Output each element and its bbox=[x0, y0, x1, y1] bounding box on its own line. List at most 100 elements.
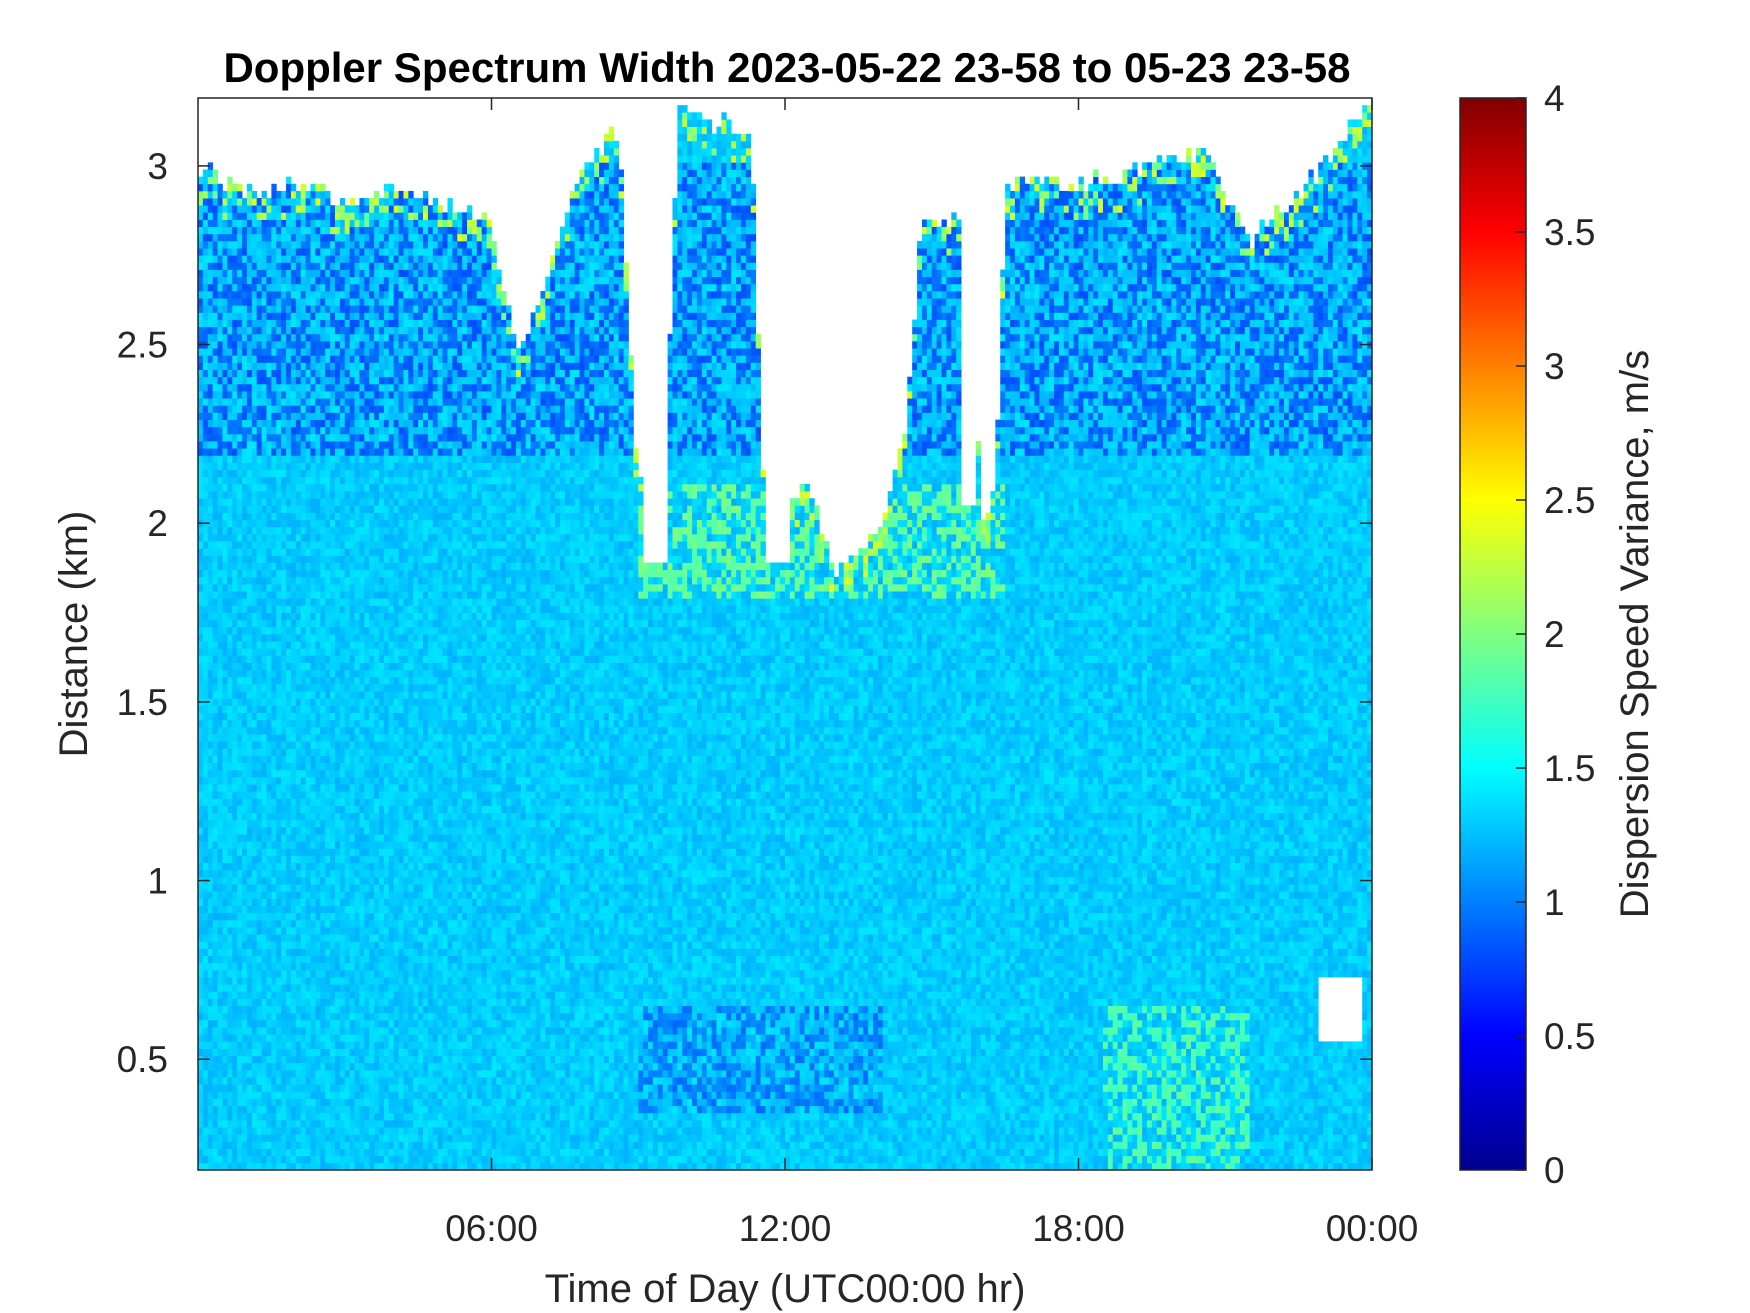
heatmap-cell bbox=[208, 205, 213, 213]
heatmap-cell bbox=[369, 813, 374, 821]
heatmap-cell bbox=[213, 741, 218, 749]
heatmap-cell bbox=[203, 320, 208, 328]
heatmap-cell bbox=[237, 927, 242, 935]
heatmap-cell bbox=[218, 1049, 223, 1057]
heatmap-cell bbox=[198, 713, 203, 721]
heatmap-cell bbox=[359, 405, 364, 413]
heatmap-cell bbox=[271, 277, 276, 285]
heatmap-cell bbox=[320, 598, 325, 606]
heatmap-cell bbox=[262, 998, 267, 1006]
heatmap-cell bbox=[203, 627, 208, 635]
heatmap-cell bbox=[266, 484, 271, 492]
heatmap-cell bbox=[286, 284, 291, 292]
heatmap-cell bbox=[355, 548, 360, 556]
heatmap-cell bbox=[301, 262, 306, 270]
heatmap-cell bbox=[203, 1077, 208, 1085]
heatmap-cell bbox=[335, 348, 340, 356]
heatmap-cell bbox=[320, 305, 325, 313]
heatmap-cell bbox=[213, 434, 218, 442]
heatmap-cell bbox=[364, 570, 369, 578]
heatmap-cell bbox=[325, 891, 330, 899]
heatmap-cell bbox=[306, 613, 311, 621]
heatmap-cell bbox=[286, 641, 291, 649]
heatmap-cell bbox=[218, 455, 223, 463]
heatmap-cell bbox=[208, 705, 213, 713]
heatmap-cell bbox=[311, 191, 316, 199]
heatmap-cell bbox=[364, 891, 369, 899]
heatmap-cell bbox=[247, 434, 252, 442]
heatmap-cell bbox=[345, 405, 350, 413]
heatmap-cell bbox=[335, 713, 340, 721]
heatmap-cell bbox=[198, 412, 203, 420]
heatmap-cell bbox=[271, 770, 276, 778]
heatmap-cell bbox=[281, 1091, 286, 1099]
heatmap-cell bbox=[359, 891, 364, 899]
heatmap-cell bbox=[262, 1127, 267, 1135]
heatmap-cell bbox=[252, 1084, 257, 1092]
heatmap-cell bbox=[252, 777, 257, 785]
heatmap-cell bbox=[237, 462, 242, 470]
heatmap-cell bbox=[198, 377, 203, 385]
heatmap-cell bbox=[247, 420, 252, 428]
heatmap-cell bbox=[335, 227, 340, 235]
heatmap-cell bbox=[350, 720, 355, 728]
heatmap-cell bbox=[271, 1156, 276, 1164]
heatmap-cell bbox=[330, 212, 335, 220]
heatmap-cell bbox=[242, 555, 247, 563]
heatmap-cell bbox=[222, 755, 227, 763]
heatmap-cell bbox=[350, 1056, 355, 1064]
heatmap-cell bbox=[247, 355, 252, 363]
heatmap-cell bbox=[315, 412, 320, 420]
heatmap-cell bbox=[335, 284, 340, 292]
heatmap-cell bbox=[247, 1070, 252, 1078]
heatmap-cell bbox=[286, 663, 291, 671]
heatmap-cell bbox=[306, 405, 311, 413]
heatmap-cell bbox=[330, 262, 335, 270]
heatmap-cell bbox=[335, 813, 340, 821]
heatmap-cell bbox=[364, 705, 369, 713]
heatmap-cell bbox=[271, 956, 276, 964]
heatmap-cell bbox=[266, 212, 271, 220]
heatmap-cell bbox=[276, 255, 281, 263]
heatmap-cell bbox=[222, 970, 227, 978]
heatmap-cell bbox=[369, 370, 374, 378]
heatmap-cell bbox=[208, 384, 213, 392]
heatmap-cell bbox=[374, 1027, 379, 1035]
heatmap-cell bbox=[286, 784, 291, 792]
heatmap-cell bbox=[271, 998, 276, 1006]
heatmap-cell bbox=[301, 898, 306, 906]
heatmap-cell bbox=[271, 362, 276, 370]
heatmap-cell bbox=[252, 891, 257, 899]
heatmap-cell bbox=[262, 1149, 267, 1157]
heatmap-cell bbox=[281, 970, 286, 978]
heatmap-cell bbox=[364, 312, 369, 320]
heatmap-cell bbox=[369, 806, 374, 814]
heatmap-cell bbox=[340, 1141, 345, 1149]
heatmap-cell bbox=[262, 405, 267, 413]
heatmap-cell bbox=[325, 584, 330, 592]
heatmap-cell bbox=[311, 455, 316, 463]
heatmap-cell bbox=[286, 370, 291, 378]
heatmap-cell bbox=[315, 1049, 320, 1057]
heatmap-cell bbox=[242, 970, 247, 978]
heatmap-cell bbox=[198, 1041, 203, 1049]
heatmap-cell bbox=[281, 455, 286, 463]
heatmap-cell bbox=[286, 577, 291, 585]
heatmap-cell bbox=[213, 234, 218, 242]
heatmap-cell bbox=[355, 991, 360, 999]
heatmap-cell bbox=[252, 641, 257, 649]
heatmap-cell bbox=[281, 255, 286, 263]
heatmap-cell bbox=[266, 370, 271, 378]
heatmap-cell bbox=[222, 1049, 227, 1057]
heatmap-cell bbox=[247, 427, 252, 435]
heatmap-cell bbox=[271, 384, 276, 392]
heatmap-cell bbox=[350, 312, 355, 320]
heatmap-cell bbox=[276, 755, 281, 763]
heatmap-cell bbox=[213, 513, 218, 521]
heatmap-cell bbox=[218, 1141, 223, 1149]
heatmap-cell bbox=[271, 1006, 276, 1014]
heatmap-cell bbox=[237, 877, 242, 885]
heatmap-cell bbox=[227, 1091, 232, 1099]
heatmap-cell bbox=[281, 513, 286, 521]
heatmap-cell bbox=[296, 927, 301, 935]
